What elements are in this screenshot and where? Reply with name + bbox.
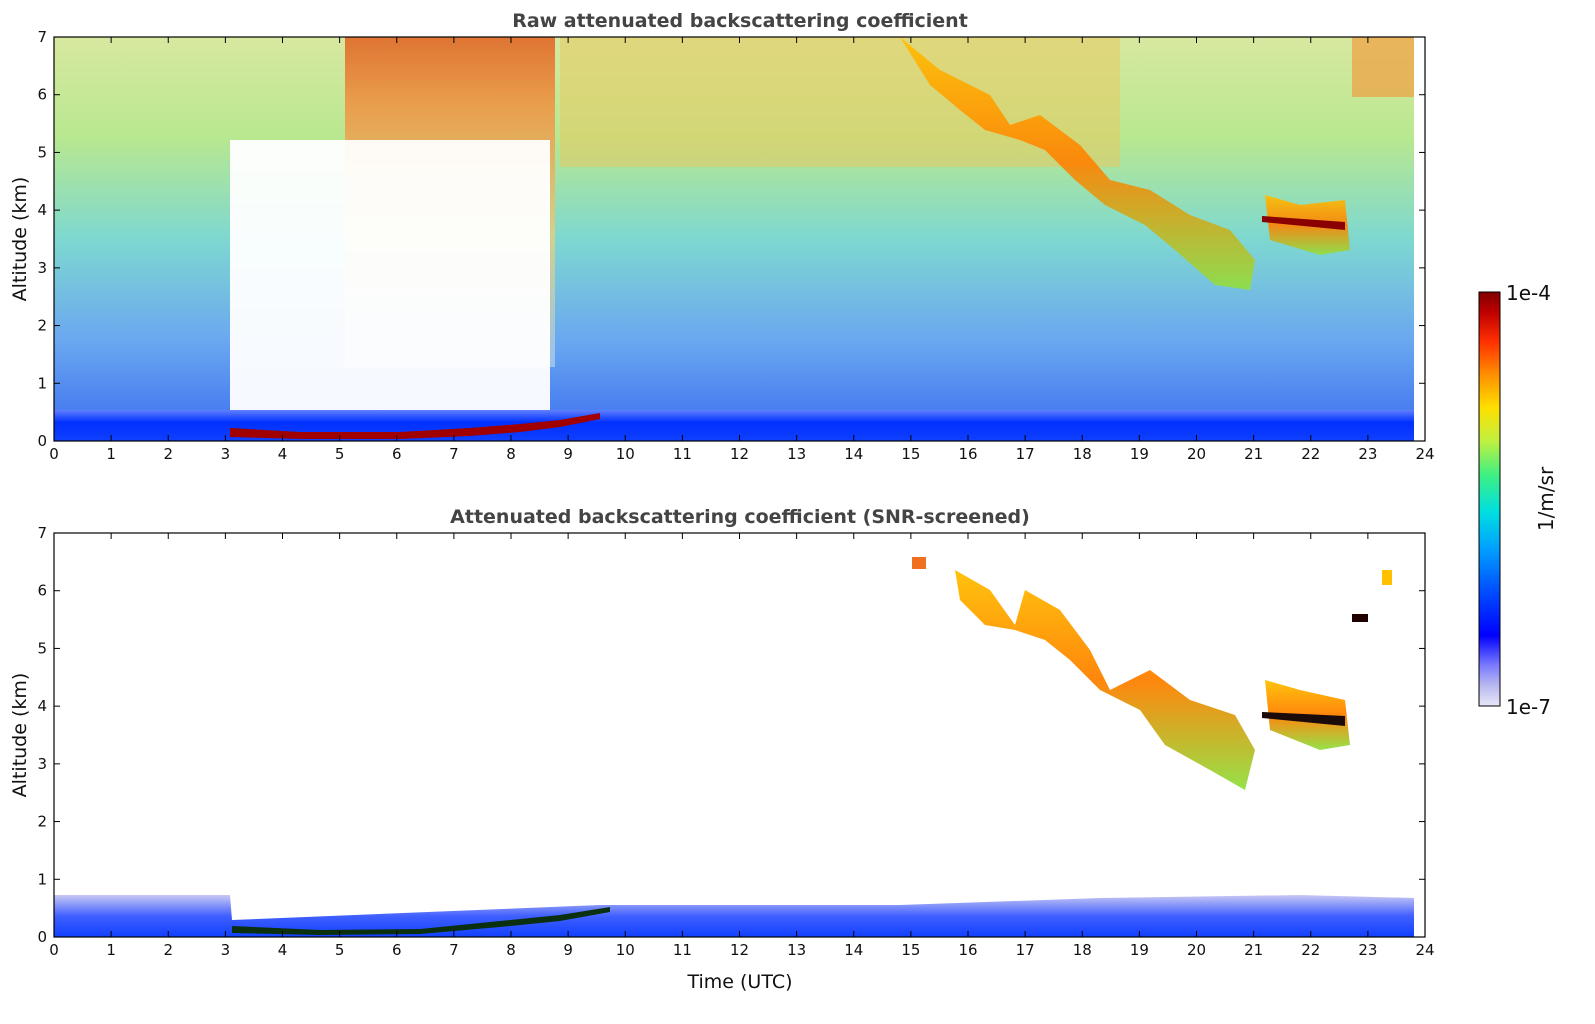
screened-x-tick-label: 0 (49, 941, 59, 959)
raw-clear-region (230, 140, 550, 425)
raw-backscatter-panel (54, 37, 1425, 441)
screened-y-tick-label: 2 (37, 813, 47, 831)
screened-x-tick-label: 2 (163, 941, 173, 959)
raw-x-tick-label: 2 (163, 445, 173, 463)
screened-x-tick-label: 21 (1244, 941, 1263, 959)
raw-x-tick-label: 7 (449, 445, 459, 463)
screened-dark-fragment (1352, 614, 1368, 622)
screened-x-tick-label: 24 (1415, 941, 1434, 959)
screened-x-tick-label: 1 (106, 941, 116, 959)
raw-y-tick-label: 3 (37, 259, 47, 277)
raw-x-tick-label: 17 (1016, 445, 1035, 463)
screened-x-tick-label: 13 (787, 941, 806, 959)
raw-fog-layer (230, 413, 600, 439)
screened-y-tick-label: 6 (37, 582, 47, 600)
raw-x-tick-label: 21 (1244, 445, 1263, 463)
raw-x-tick-label: 24 (1415, 445, 1434, 463)
raw-x-tick-label: 15 (901, 445, 920, 463)
raw-x-tick-label: 12 (730, 445, 749, 463)
raw-x-tick-label: 5 (335, 445, 345, 463)
screened-x-tick-label: 9 (563, 941, 573, 959)
raw-y-tick-label: 1 (37, 374, 47, 392)
raw-x-tick-label: 0 (49, 445, 59, 463)
screened-x-tick-label: 12 (730, 941, 749, 959)
raw-x-tick-label: 13 (787, 445, 806, 463)
screened-x-tick-label: 11 (673, 941, 692, 959)
raw-x-tick-label: 9 (563, 445, 573, 463)
screened-y-tick-label: 5 (37, 639, 47, 657)
screened-x-tick-label: 17 (1016, 941, 1035, 959)
raw-y-tick-label: 0 (37, 432, 47, 450)
screened-x-tick-label: 20 (1187, 941, 1206, 959)
raw-x-tick-label: 22 (1301, 445, 1320, 463)
screened-backscatter-panel (54, 533, 1425, 937)
colorbar-min-label: 1e-7 (1506, 695, 1551, 719)
raw-x-tick-label: 18 (1073, 445, 1092, 463)
raw-x-tick-label: 8 (506, 445, 516, 463)
raw-chart-title: Raw attenuated backscattering coefficien… (512, 10, 968, 32)
screened-x-tick-label: 10 (616, 941, 635, 959)
screened-y-tick-label: 3 (37, 755, 47, 773)
screened-axis-ticks: 0 1 2 3 4 5 6 7 8 9 10 11 12 13 14 15 16 17 18 19 20 21 22 23 24… (37, 524, 1434, 959)
colorbar-unit-label: 1/m/sr (1534, 466, 1558, 531)
raw-x-tick-label: 4 (278, 445, 288, 463)
raw-x-tick-label: 23 (1358, 445, 1377, 463)
screened-x-tick-label: 3 (221, 941, 231, 959)
screened-y-tick-label: 0 (37, 928, 47, 946)
screened-x-tick-label: 6 (392, 941, 402, 959)
screened-fog-layer (232, 907, 610, 935)
screened-y-axis-label: Altitude (km) (9, 673, 31, 798)
screened-boundary-layer (54, 895, 1414, 937)
screened-y-tick-label: 7 (37, 524, 47, 542)
screened-x-tick-label: 23 (1358, 941, 1377, 959)
screened-x-tick-label: 22 (1301, 941, 1320, 959)
raw-y-tick-label: 4 (37, 201, 47, 219)
screened-x-tick-label: 14 (844, 941, 863, 959)
screened-cirrus-cloud (955, 570, 1255, 790)
screened-x-tick-label: 4 (278, 941, 288, 959)
x-axis-label: Time (UTC) (686, 971, 792, 993)
screened-chart-title: Attenuated backscattering coefficient (S… (450, 506, 1030, 528)
screened-x-tick-label: 18 (1073, 941, 1092, 959)
colorbar-max-label: 1e-4 (1506, 281, 1551, 305)
screened-high-cloud-fragment (912, 557, 926, 569)
raw-axis-ticks: 0 1 2 3 4 5 6 7 8 9 10 11 12 13 14 15 16 17 18 19 20 21 22 23 24… (37, 28, 1434, 463)
raw-y-tick-label: 7 (37, 28, 47, 46)
raw-no-data-strip (1414, 37, 1425, 441)
screened-x-tick-label: 8 (506, 941, 516, 959)
screened-x-tick-label: 19 (1130, 941, 1149, 959)
raw-x-tick-label: 14 (844, 445, 863, 463)
screened-x-tick-label: 15 (901, 941, 920, 959)
raw-x-tick-label: 3 (221, 445, 231, 463)
screened-cirrus-dark-band (1262, 712, 1345, 726)
raw-y-axis-label: Altitude (km) (9, 177, 31, 302)
screened-small-cloud-fragment (1382, 570, 1392, 585)
raw-x-tick-label: 11 (673, 445, 692, 463)
raw-upper-right-cloud (1352, 37, 1414, 97)
colorbar: 1e-4 1e-7 1/m/sr (1478, 281, 1558, 719)
raw-upper-warm-region (560, 37, 1120, 167)
raw-x-tick-label: 1 (106, 445, 116, 463)
colorbar-gradient (1478, 291, 1501, 707)
screened-y-tick-label: 4 (37, 697, 47, 715)
raw-cirrus-dark-band (1262, 216, 1345, 230)
raw-x-tick-label: 19 (1130, 445, 1149, 463)
screened-x-tick-label: 7 (449, 941, 459, 959)
raw-x-tick-label: 16 (958, 445, 977, 463)
screened-x-tick-label: 5 (335, 941, 345, 959)
raw-x-tick-label: 6 (392, 445, 402, 463)
raw-x-tick-label: 10 (616, 445, 635, 463)
raw-x-tick-label: 20 (1187, 445, 1206, 463)
raw-y-tick-label: 5 (37, 143, 47, 161)
screened-x-tick-label: 16 (958, 941, 977, 959)
screened-y-tick-label: 1 (37, 870, 47, 888)
raw-cirrus-cloud (900, 37, 1255, 290)
raw-y-tick-label: 2 (37, 317, 47, 335)
raw-y-tick-label: 6 (37, 86, 47, 104)
